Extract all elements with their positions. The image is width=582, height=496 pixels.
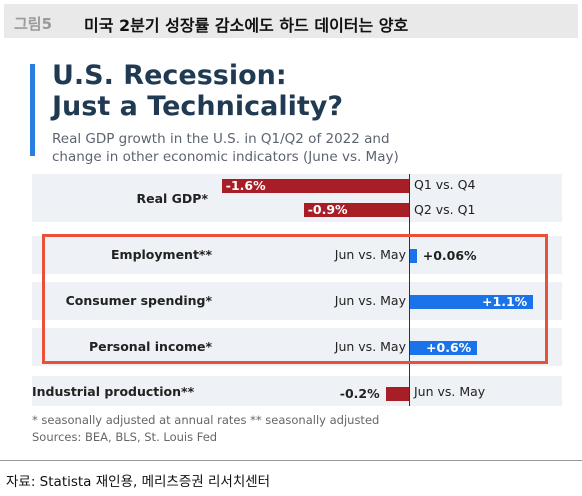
source-note: 자료: Statista 재인용, 메리츠증권 리서치센터 — [6, 474, 271, 490]
figure-header: 그림5 미국 2분기 성장률 감소에도 하드 데이터는 양호 — [4, 4, 578, 38]
period-income: Jun vs. May — [334, 339, 406, 354]
chart-card: U.S. Recession: Just a Technicality? Rea… — [18, 46, 564, 448]
row-band-employment — [32, 236, 562, 274]
chart-subtitle-line1: Real GDP growth in the U.S. in Q1/Q2 of … — [52, 131, 390, 147]
title-accent-bar — [30, 64, 35, 156]
label-consumer-spending: Consumer spending* — [65, 293, 212, 308]
period-industrial: Jun vs. May — [414, 384, 486, 399]
label-real-gdp: Real GDP* — [136, 191, 208, 206]
figure-number: 그림5 — [14, 15, 53, 33]
zero-axis — [409, 174, 410, 406]
chart-subtitle: Real GDP growth in the U.S. in Q1/Q2 of … — [52, 130, 399, 166]
bar-2-0 — [410, 295, 534, 309]
value-label-4-0: -0.2% — [339, 386, 380, 401]
highlight-box — [42, 234, 548, 364]
label-employment: Employment** — [111, 247, 212, 262]
divider-line — [0, 460, 582, 461]
chart-title: U.S. Recession: Just a Technicality? — [52, 60, 343, 122]
value-label-0-0: -1.6% — [225, 178, 266, 193]
bar-0-0 — [221, 179, 409, 193]
period-consumer: Jun vs. May — [334, 293, 406, 308]
chart-title-line1: U.S. Recession: — [52, 60, 287, 91]
value-label-1-0: +0.06% — [422, 248, 477, 263]
value-label-3-0: +0.6% — [426, 340, 472, 355]
chart-subtitle-line2: change in other economic indicators (Jun… — [52, 149, 399, 165]
footnote-sources: Sources: BEA, BLS, St. Louis Fed — [32, 430, 218, 444]
bar-3-0 — [410, 341, 478, 355]
value-label-2-0: +1.1% — [482, 294, 528, 309]
row-band-industrial — [32, 376, 562, 406]
period-gdp-q1: Q1 vs. Q4 — [414, 177, 476, 192]
bar-1-0 — [410, 249, 417, 263]
footnote-adjustments: * seasonally adjusted at annual rates **… — [32, 413, 380, 427]
period-employment: Jun vs. May — [334, 247, 406, 262]
bar-0-1 — [303, 203, 409, 217]
chart-title-line2: Just a Technicality? — [52, 91, 344, 122]
period-gdp-q2: Q2 vs. Q1 — [414, 202, 476, 217]
bar-4-0 — [385, 387, 409, 401]
figure-title: 미국 2분기 성장률 감소에도 하드 데이터는 양호 — [84, 16, 409, 35]
label-personal-income: Personal income* — [88, 339, 212, 354]
label-industrial-production: Industrial production** — [32, 384, 195, 399]
value-label-0-1: -0.9% — [307, 202, 348, 217]
